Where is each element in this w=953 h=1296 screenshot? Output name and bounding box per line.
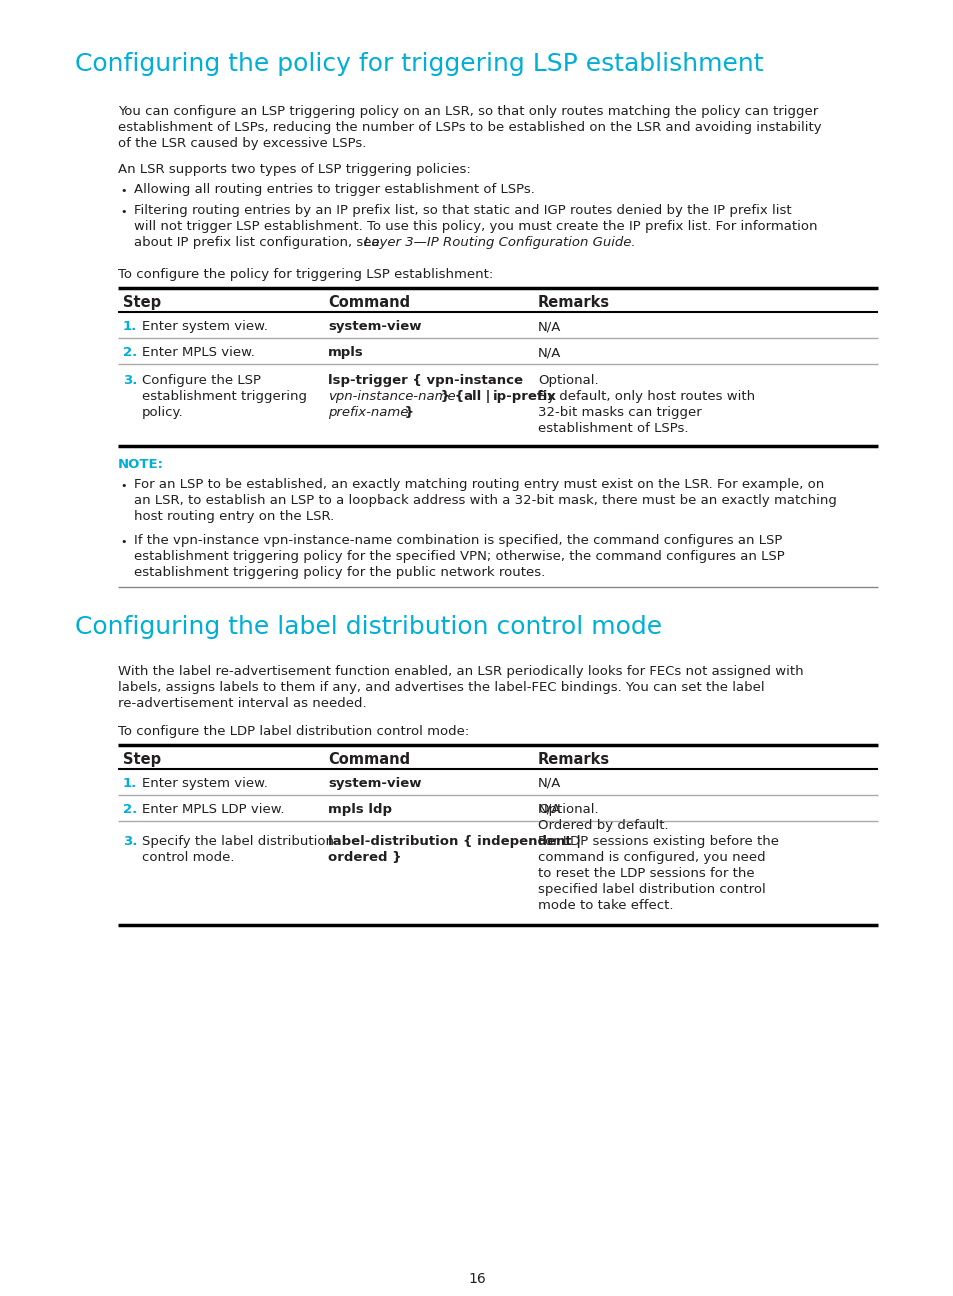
Text: 32-bit masks can trigger: 32-bit masks can trigger — [537, 406, 701, 419]
Text: N/A: N/A — [537, 320, 560, 333]
Text: Specify the label distribution: Specify the label distribution — [142, 835, 334, 848]
Text: N/A: N/A — [537, 778, 560, 791]
Text: Enter MPLS view.: Enter MPLS view. — [142, 346, 254, 359]
Text: With the label re-advertisement function enabled, an LSR periodically looks for : With the label re-advertisement function… — [118, 665, 802, 678]
Text: re-advertisement interval as needed.: re-advertisement interval as needed. — [118, 697, 366, 710]
Text: policy.: policy. — [142, 406, 183, 419]
Text: Configuring the policy for triggering LSP establishment: Configuring the policy for triggering LS… — [75, 52, 762, 76]
Text: To configure the policy for triggering LSP establishment:: To configure the policy for triggering L… — [118, 268, 493, 281]
Text: For an LSP to be established, an exactly matching routing entry must exist on th: For an LSP to be established, an exactly… — [133, 478, 823, 491]
Text: Enter system view.: Enter system view. — [142, 778, 268, 791]
Text: For LDP sessions existing before the: For LDP sessions existing before the — [537, 835, 779, 848]
Text: host routing entry on the LSR.: host routing entry on the LSR. — [133, 511, 334, 524]
Text: NOTE:: NOTE: — [118, 457, 164, 470]
Text: N/A: N/A — [537, 804, 560, 816]
Text: Configure the LSP: Configure the LSP — [142, 375, 261, 388]
Text: Step: Step — [123, 752, 161, 767]
Text: ordered }: ordered } — [328, 851, 401, 864]
Text: mpls ldp: mpls ldp — [328, 804, 392, 816]
Text: 2.: 2. — [123, 346, 137, 359]
Text: Remarks: Remarks — [537, 295, 610, 310]
Text: will not trigger LSP establishment. To use this policy, you must create the IP p: will not trigger LSP establishment. To u… — [133, 220, 817, 233]
Text: command is configured, you need: command is configured, you need — [537, 851, 765, 864]
Text: To configure the LDP label distribution control mode:: To configure the LDP label distribution … — [118, 724, 469, 737]
Text: Command: Command — [328, 752, 410, 767]
Text: mode to take effect.: mode to take effect. — [537, 899, 673, 912]
Text: system-view: system-view — [328, 778, 421, 791]
Text: control mode.: control mode. — [142, 851, 234, 864]
Text: By default, only host routes with: By default, only host routes with — [537, 390, 755, 403]
Text: •: • — [120, 481, 127, 491]
Text: Step: Step — [123, 295, 161, 310]
Text: Command: Command — [328, 295, 410, 310]
Text: lsp-trigger { vpn-instance: lsp-trigger { vpn-instance — [328, 375, 522, 388]
Text: prefix-name: prefix-name — [328, 406, 408, 419]
Text: Remarks: Remarks — [537, 752, 610, 767]
Text: An LSR supports two types of LSP triggering policies:: An LSR supports two types of LSP trigger… — [118, 163, 470, 176]
Text: Configuring the label distribution control mode: Configuring the label distribution contr… — [75, 616, 661, 639]
Text: 1.: 1. — [123, 778, 137, 791]
Text: 1.: 1. — [123, 320, 137, 333]
Text: 3.: 3. — [123, 835, 137, 848]
Text: establishment triggering policy for the public network routes.: establishment triggering policy for the … — [133, 566, 545, 579]
Text: to reset the LDP sessions for the: to reset the LDP sessions for the — [537, 867, 754, 880]
Text: Enter system view.: Enter system view. — [142, 320, 268, 333]
Text: |: | — [480, 390, 495, 403]
Text: Ordered by default.: Ordered by default. — [537, 819, 668, 832]
Text: establishment triggering policy for the specified VPN; otherwise, the command co: establishment triggering policy for the … — [133, 550, 784, 562]
Text: •: • — [120, 207, 127, 216]
Text: Optional.: Optional. — [537, 375, 598, 388]
Text: Layer 3—IP Routing Configuration Guide.: Layer 3—IP Routing Configuration Guide. — [364, 236, 635, 249]
Text: specified label distribution control: specified label distribution control — [537, 883, 765, 896]
Text: N/A: N/A — [537, 346, 560, 359]
Text: 3.: 3. — [123, 375, 137, 388]
Text: establishment of LSPs, reducing the number of LSPs to be established on the LSR : establishment of LSPs, reducing the numb… — [118, 121, 821, 133]
Text: You can configure an LSP triggering policy on an LSR, so that only routes matchi: You can configure an LSP triggering poli… — [118, 105, 818, 118]
Text: establishment of LSPs.: establishment of LSPs. — [537, 422, 688, 435]
Text: labels, assigns labels to them if any, and advertises the label-FEC bindings. Yo: labels, assigns labels to them if any, a… — [118, 680, 763, 693]
Text: Enter MPLS LDP view.: Enter MPLS LDP view. — [142, 804, 284, 816]
Text: 16: 16 — [468, 1271, 485, 1286]
Text: •: • — [120, 187, 127, 196]
Text: Optional.: Optional. — [537, 804, 598, 816]
Text: Allowing all routing entries to trigger establishment of LSPs.: Allowing all routing entries to trigger … — [133, 183, 535, 196]
Text: 2.: 2. — [123, 804, 137, 816]
Text: }: } — [399, 406, 414, 419]
Text: ip-prefix: ip-prefix — [493, 390, 557, 403]
Text: system-view: system-view — [328, 320, 421, 333]
Text: label-distribution { independent |: label-distribution { independent | — [328, 835, 580, 848]
Text: all: all — [462, 390, 480, 403]
Text: establishment triggering: establishment triggering — [142, 390, 307, 403]
Text: an LSR, to establish an LSP to a loopback address with a 32-bit mask, there must: an LSR, to establish an LSP to a loopbac… — [133, 494, 836, 507]
Text: mpls: mpls — [328, 346, 363, 359]
Text: If the vpn-instance vpn-instance-name combination is specified, the command conf: If the vpn-instance vpn-instance-name co… — [133, 534, 781, 547]
Text: Filtering routing entries by an IP prefix list, so that static and IGP routes de: Filtering routing entries by an IP prefi… — [133, 203, 791, 216]
Text: about IP prefix list configuration, see: about IP prefix list configuration, see — [133, 236, 384, 249]
Text: vpn-instance-name: vpn-instance-name — [328, 390, 456, 403]
Text: } {: } { — [436, 390, 468, 403]
Text: of the LSR caused by excessive LSPs.: of the LSR caused by excessive LSPs. — [118, 137, 366, 150]
Text: •: • — [120, 537, 127, 547]
